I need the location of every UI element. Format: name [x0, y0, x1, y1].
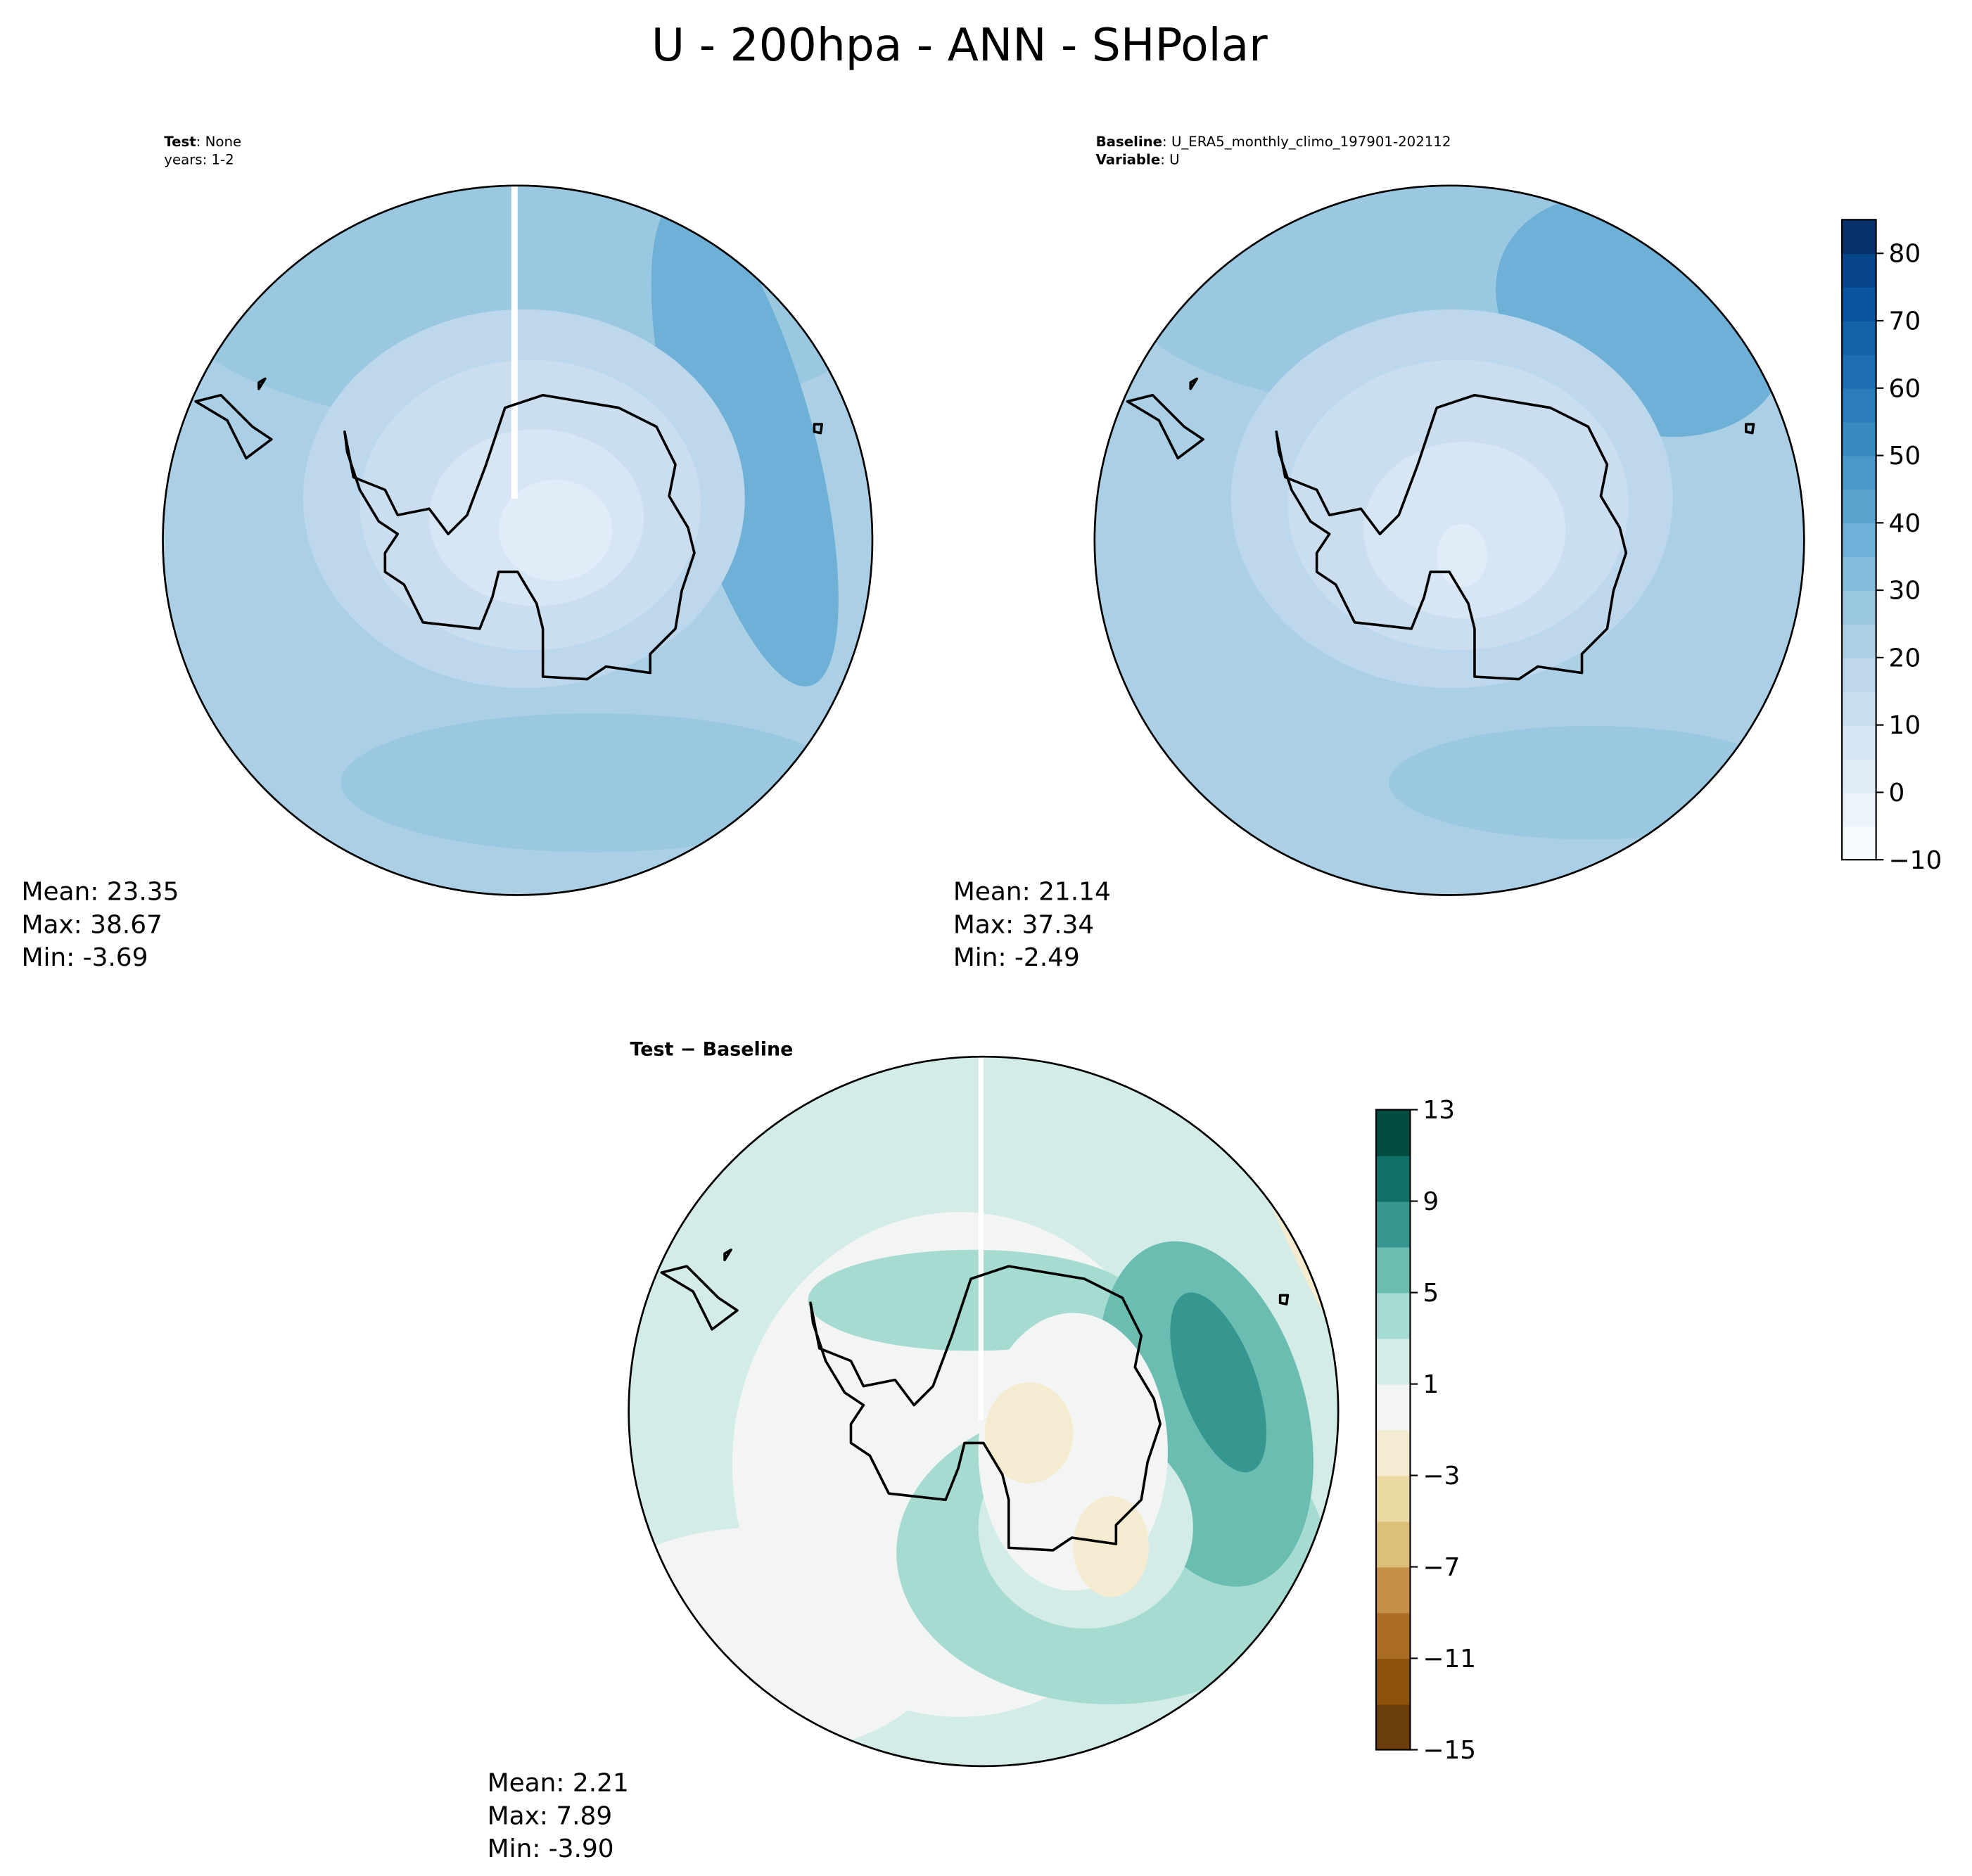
colorbar-tick-label: 1: [1423, 1370, 1439, 1399]
colorbar-band: [1842, 826, 1876, 861]
colorbar-band: [1842, 455, 1876, 490]
colorbar-band: [1842, 354, 1876, 389]
colorbar-band: [1375, 1155, 1411, 1202]
colorbar-band: [1842, 590, 1876, 625]
colorbar-frame: [1841, 219, 1877, 861]
panel-header: Test: None: [164, 134, 241, 150]
colorbar-band: [1375, 1201, 1411, 1248]
colorbar-band: [1375, 1429, 1411, 1476]
header-text: : None: [196, 134, 241, 150]
colorbar-tick-label: 50: [1889, 442, 1921, 471]
colorbar-band: [1842, 792, 1876, 827]
colorbar-tick-label: 60: [1889, 374, 1921, 403]
header-key: Test − Baseline: [630, 1038, 793, 1060]
colorbar-band: [1842, 219, 1876, 255]
colorbar-tick-label: 20: [1889, 644, 1921, 672]
header-text: : U_ERA5_monthly_climo_197901-202112: [1162, 134, 1451, 150]
colorbar-band: [1842, 657, 1876, 692]
figure-title: U - 200hpa - ANN - SHPolar: [651, 19, 1268, 72]
stat-text: Min: -3.90: [488, 1834, 614, 1863]
colorbar-tick-label: 70: [1889, 307, 1921, 336]
stat-text: Mean: 23.35: [22, 878, 179, 907]
header-text: years: 1-2: [164, 151, 234, 167]
colorbar-band: [1375, 1658, 1411, 1705]
map: [1094, 185, 1805, 895]
stat-text: Min: -3.69: [22, 943, 148, 972]
colorbar-band: [1842, 623, 1876, 658]
stat-text: Mean: 21.14: [953, 878, 1111, 907]
colorbar-frame: [1375, 1109, 1411, 1751]
panel-header: Variable: U: [1096, 151, 1180, 167]
stat-text: Mean: 2.21: [488, 1769, 629, 1798]
colorbar-band: [1375, 1246, 1411, 1294]
panel-header: Baseline: U_ERA5_monthly_climo_197901-20…: [1096, 134, 1451, 150]
colorbar-tick-label: 9: [1423, 1187, 1439, 1216]
panel-header: years: 1-2: [164, 151, 234, 167]
map: [163, 185, 872, 895]
panel-header: Test − Baseline: [630, 1038, 793, 1060]
colorbar-tick-label: 5: [1423, 1279, 1439, 1308]
colorbar-band: [1842, 691, 1876, 726]
colorbar-band: [1375, 1338, 1411, 1385]
colorbar-tick-label: 0: [1889, 779, 1905, 808]
colorbar-tick-label: 13: [1423, 1096, 1455, 1125]
stat-text: Max: 7.89: [488, 1801, 613, 1830]
colorbar-tick-label: −15: [1423, 1736, 1476, 1765]
colorbar-tick-label: −11: [1423, 1645, 1476, 1673]
header-text: : U: [1160, 151, 1179, 167]
colorbar-tick-label: −7: [1423, 1553, 1460, 1582]
colorbar-band: [1842, 287, 1876, 321]
stat-text: Max: 37.34: [953, 910, 1094, 939]
header-key: Variable: [1096, 151, 1161, 167]
colorbar-band: [1375, 1521, 1411, 1568]
colorbar-band: [1842, 725, 1876, 760]
colorbar-tick-label: −10: [1889, 846, 1942, 875]
colorbar-tick-label: 10: [1889, 711, 1921, 740]
colorbar-band: [1842, 388, 1876, 423]
colorbar-band: [1375, 1566, 1411, 1614]
colorbar-band: [1375, 1475, 1411, 1522]
colorbar-band: [1842, 556, 1876, 591]
colorbar-tick-label: 40: [1889, 509, 1921, 538]
colorbar-tick-label: 80: [1889, 240, 1921, 269]
colorbar-band: [1842, 253, 1876, 288]
colorbar-band: [1375, 1704, 1411, 1751]
map-border: [628, 1055, 1340, 1768]
colorbar-tick-label: 30: [1889, 577, 1921, 606]
map-border: [1093, 184, 1805, 896]
colorbar-band: [1375, 1384, 1411, 1431]
colorbar-band: [1375, 1612, 1411, 1659]
stat-text: Min: -2.49: [953, 943, 1080, 972]
colorbar-band: [1375, 1109, 1411, 1156]
colorbar-band: [1842, 421, 1876, 457]
header-key: Baseline: [1096, 134, 1162, 150]
colorbar-tick-label: −3: [1423, 1462, 1460, 1491]
map-border: [162, 184, 874, 896]
header-key: Test: [164, 134, 196, 150]
colorbar-band: [1375, 1292, 1411, 1339]
colorbar-band: [1842, 489, 1876, 524]
colorbar-band: [1842, 320, 1876, 355]
colorbar-band: [1842, 523, 1876, 558]
colorbar-band: [1842, 758, 1876, 793]
map: [628, 1057, 1339, 1766]
stat-text: Max: 38.67: [22, 910, 163, 939]
